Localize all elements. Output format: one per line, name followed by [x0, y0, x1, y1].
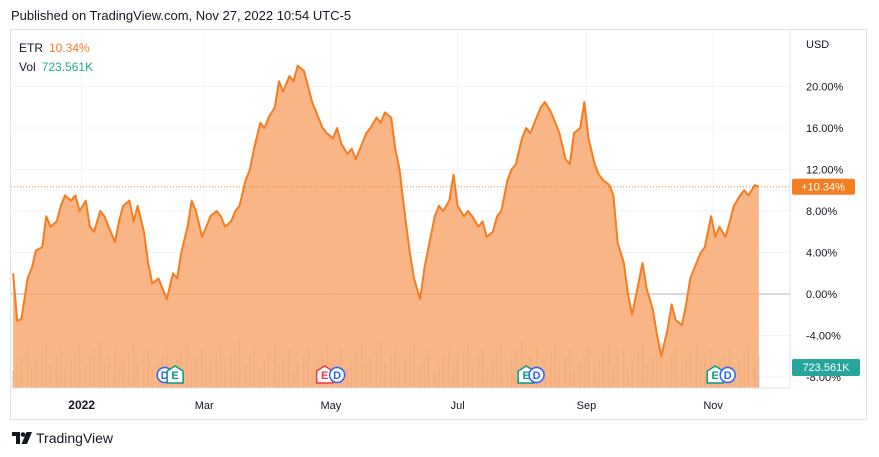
- last-value-text: +10.34%: [801, 182, 845, 194]
- x-tick-label: Jul: [451, 400, 465, 412]
- currency-label: USD: [806, 39, 829, 51]
- x-tick-label: May: [321, 400, 342, 412]
- event-marker-label: E: [523, 370, 530, 382]
- volume-bar: [12, 370, 14, 388]
- last-volume-badge: [792, 359, 860, 376]
- x-tick-label: Nov: [703, 400, 723, 412]
- last-volume-text: 723.561K: [802, 362, 850, 374]
- price-line-etr[interactable]: [12, 64, 760, 358]
- x-tick-label: 2022: [68, 398, 95, 412]
- dividend-marker-icon[interactable]: [719, 366, 736, 384]
- dividend-marker-icon[interactable]: [528, 366, 545, 384]
- event-marker-label: E: [712, 370, 719, 382]
- y-tick-label: -4.00%: [806, 331, 841, 343]
- brand-label: TradingView: [36, 430, 114, 446]
- tradingview-logo-icon: [12, 432, 32, 444]
- legend-price-row: ETR 10.34%: [19, 39, 93, 58]
- y-tick-label: 0.00%: [806, 289, 837, 301]
- y-tick-label: 12.00%: [806, 165, 844, 177]
- legend: ETR 10.34% Vol 723.561K: [19, 39, 93, 77]
- legend-volume-value: 723.561K: [41, 60, 94, 74]
- legend-symbol[interactable]: ETR: [19, 41, 43, 55]
- event-marker-label: D: [533, 370, 541, 382]
- y-tick-label: 16.00%: [806, 123, 844, 135]
- y-tick-label: 4.00%: [806, 248, 837, 260]
- published-header: Published on TradingView.com, Nov 27, 20…: [11, 8, 352, 23]
- legend-change: 10.34%: [49, 41, 90, 55]
- y-tick-label: 8.00%: [806, 206, 837, 218]
- y-tick-label: 20.00%: [806, 82, 844, 94]
- dividend-marker-icon[interactable]: [328, 366, 346, 384]
- chart-frame: [10, 29, 867, 420]
- last-value-badge: [792, 178, 855, 195]
- x-tick-label: Mar: [195, 400, 214, 412]
- event-marker-label: D: [161, 370, 169, 382]
- event-marker-label: E: [321, 370, 328, 382]
- event-marker-label: D: [333, 370, 341, 382]
- legend-volume-label: Vol: [19, 60, 36, 74]
- tradingview-brand[interactable]: TradingView: [12, 429, 113, 447]
- event-marker-label: E: [171, 370, 178, 382]
- legend-volume-row: Vol 723.561K: [19, 58, 93, 77]
- x-tick-label: Sep: [577, 400, 597, 412]
- event-marker-label: D: [724, 370, 732, 382]
- earnings-marker-icon[interactable]: [166, 365, 184, 384]
